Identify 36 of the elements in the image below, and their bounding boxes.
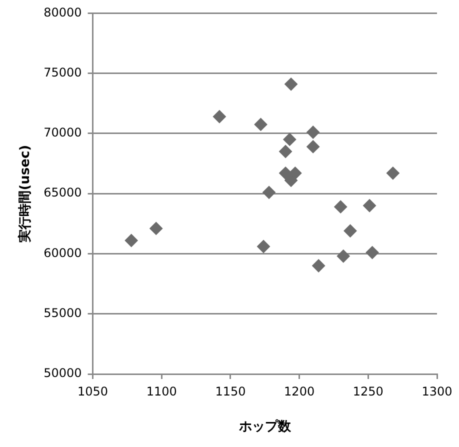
x-tick-label: 1100: [146, 384, 177, 398]
point: [366, 246, 379, 260]
point: [254, 118, 268, 131]
y-axis-title: 実行時間(usec): [17, 144, 34, 244]
point: [306, 140, 320, 154]
point: [306, 126, 320, 139]
point: [124, 234, 138, 248]
y-tick-label: 75000: [44, 65, 82, 80]
point: [262, 186, 276, 199]
y-tick-label: 60000: [44, 246, 82, 260]
point: [257, 240, 270, 254]
point: [284, 78, 298, 91]
point: [344, 224, 357, 238]
point: [336, 250, 350, 263]
point: [283, 132, 296, 146]
x-tick-label: 1250: [352, 384, 384, 398]
point: [288, 166, 302, 180]
x-tick-label: 1050: [78, 384, 108, 398]
point: [212, 110, 226, 124]
point: [334, 200, 348, 214]
y-tick-label: 70000: [44, 126, 82, 140]
x-tick-label: 1200: [284, 384, 315, 398]
x-tick-label: 1300: [422, 384, 452, 398]
point: [279, 145, 292, 158]
x-tick-label: 1150: [215, 384, 246, 398]
y-tick-label: 80000: [44, 5, 82, 20]
point: [150, 222, 163, 235]
y-tick-label: 55000: [44, 306, 82, 320]
point: [386, 166, 400, 180]
point: [363, 199, 376, 212]
point: [279, 166, 292, 180]
x-axis-title: ホップ数: [238, 418, 292, 435]
y-tick-label: 50000: [44, 366, 82, 380]
y-tick-label: 65000: [44, 186, 82, 200]
point: [312, 259, 326, 272]
point: [284, 174, 298, 187]
